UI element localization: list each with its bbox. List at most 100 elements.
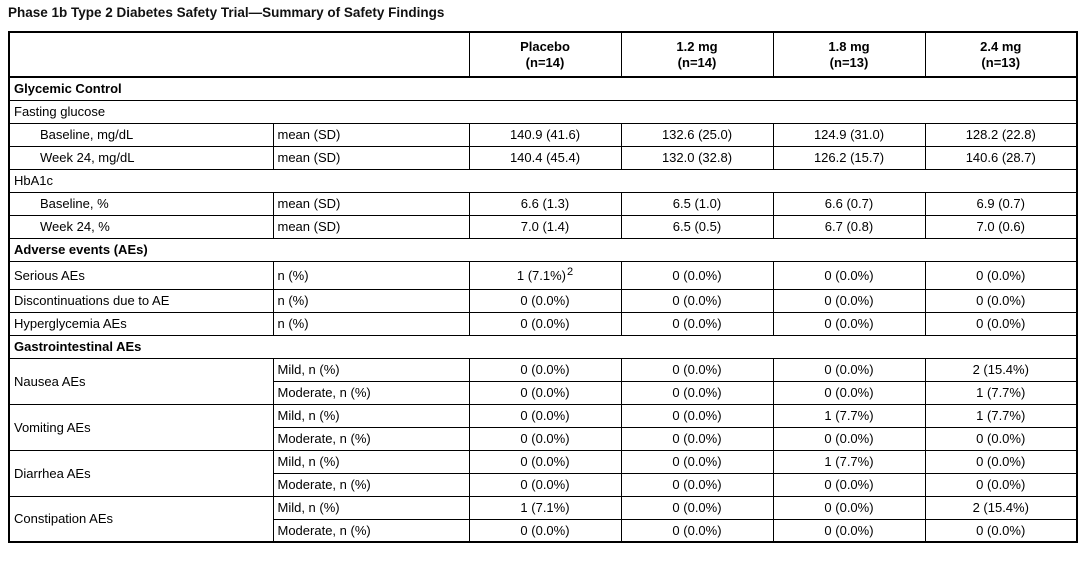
section-label: Adverse events (AEs) (8, 237, 1078, 262)
value-cell: 0 (0.0%) (772, 472, 926, 497)
value-cell: 0 (0.0%) (468, 518, 622, 543)
value-cell: 7.0 (0.6) (924, 214, 1078, 239)
row-label: Week 24, % (8, 214, 274, 239)
value-cell: 0 (0.0%) (620, 426, 774, 451)
value-cell: 0 (0.0%) (924, 260, 1078, 290)
row-label: Week 24, mg/dL (8, 145, 274, 170)
subsection-label: HbA1c (8, 168, 1078, 193)
header-col-n: (n=13) (981, 54, 1021, 70)
stat-label: mean (SD) (272, 191, 470, 216)
value-cell: 6.5 (0.5) (620, 214, 774, 239)
value-cell: 0 (0.0%) (772, 260, 926, 290)
stat-label: mean (SD) (272, 145, 470, 170)
table-row: Baseline, % mean (SD) 6.6 (1.3) 6.5 (1.0) 6.… (8, 191, 1078, 216)
table-body: Glycemic Control Fasting glucose Baseline,… (8, 76, 1078, 543)
header-col-n: (n=14) (525, 54, 565, 70)
row-label: Diarrhea AEs (8, 449, 274, 497)
value-cell: 0 (0.0%) (772, 380, 926, 405)
header-col-1-8mg: 1.8 mg (n=13) (772, 31, 926, 78)
value-cell: 0 (0.0%) (772, 311, 926, 336)
value-cell: 0 (0.0%) (924, 472, 1078, 497)
stat-label: n (%) (272, 311, 470, 336)
document-page: Phase 1b Type 2 Diabetes Safety Trial—Su… (8, 5, 1078, 543)
value-cell: 0 (0.0%) (620, 380, 774, 405)
value-cell: 6.7 (0.8) (772, 214, 926, 239)
value-cell: 2 (15.4%) (924, 495, 1078, 520)
header-col-label: 1.8 mg (828, 38, 870, 54)
stat-label: mean (SD) (272, 122, 470, 147)
value-cell: 1 (7.7%) (924, 380, 1078, 405)
value-cell: 128.2 (22.8) (924, 122, 1078, 147)
value-cell: 132.6 (25.0) (620, 122, 774, 147)
row-label: Baseline, mg/dL (8, 122, 274, 147)
value-cell: 140.4 (45.4) (468, 145, 622, 170)
table-row: Nausea AEs Mild, n (%) 0 (0.0%) 0 (0.0%) 0 (… (8, 357, 1078, 405)
header-col-label: Placebo (520, 38, 570, 54)
value-cell: 0 (0.0%) (620, 260, 774, 290)
section-label: Gastrointestinal AEs (8, 334, 1078, 359)
header-col-label: 2.4 mg (980, 38, 1022, 54)
value-cell: 132.0 (32.8) (620, 145, 774, 170)
stat-label: Mild, n (%) (272, 357, 470, 382)
value-cell: 0 (0.0%) (924, 288, 1078, 313)
value-cell: 0 (0.0%) (772, 426, 926, 451)
stat-label: Moderate, n (%) (272, 426, 470, 451)
header-col-placebo: Placebo (n=14) (468, 31, 622, 78)
value-cell: 0 (0.0%) (468, 311, 622, 336)
value-cell: 0 (0.0%) (620, 449, 774, 474)
table-row: Moderate, n (%) 0 (0.0%) 0 (0.0%) 0 (0.0%) 0… (9, 518, 1078, 543)
value-cell: 126.2 (15.7) (772, 145, 926, 170)
value-cell: 0 (0.0%) (772, 288, 926, 313)
row-label: Constipation AEs (8, 495, 274, 543)
subsection-label: Fasting glucose (8, 99, 1078, 124)
value-cell: 0 (0.0%) (620, 311, 774, 336)
table-row: Moderate, n (%) 0 (0.0%) 0 (0.0%) 0 (0.0%) 1… (9, 380, 1078, 405)
stat-label: mean (SD) (272, 214, 470, 239)
value-cell: 124.9 (31.0) (772, 122, 926, 147)
row-label: Discontinuations due to AE (8, 288, 274, 313)
row-label: Hyperglycemia AEs (8, 311, 274, 336)
value-cell: 7.0 (1.4) (468, 214, 622, 239)
row-label: Vomiting AEs (8, 403, 274, 451)
section-row: Gastrointestinal AEs (8, 334, 1078, 359)
header-col-1-2mg: 1.2 mg (n=14) (620, 31, 774, 78)
stat-label: Moderate, n (%) (272, 472, 470, 497)
value-cell: 0 (0.0%) (468, 380, 622, 405)
row-label: Nausea AEs (8, 357, 274, 405)
value-cell: 0 (0.0%) (620, 518, 774, 543)
value-cell: 0 (0.0%) (468, 449, 622, 474)
table-row: Moderate, n (%) 0 (0.0%) 0 (0.0%) 0 (0.0%) 0… (9, 472, 1078, 497)
value-cell: 0 (0.0%) (772, 518, 926, 543)
value-cell: 0 (0.0%) (620, 472, 774, 497)
stat-label: n (%) (272, 260, 470, 290)
value-cell: 0 (0.0%) (924, 518, 1078, 543)
table-row: Hyperglycemia AEs n (%) 0 (0.0%) 0 (0.0%) 0 … (8, 311, 1078, 336)
subsection-row: Fasting glucose (8, 99, 1078, 124)
table-row: Serious AEs n (%) 1 (7.1%)2 0 (0.0%) 0 (0.0%… (8, 260, 1078, 290)
value-cell: 1 (7.1%)2 (468, 260, 622, 290)
table-row: Week 24, % mean (SD) 7.0 (1.4) 6.5 (0.5) 6.7… (8, 214, 1078, 239)
stat-label: Mild, n (%) (272, 495, 470, 520)
value-cell: 1 (7.7%) (924, 403, 1078, 428)
value-cell: 140.9 (41.6) (468, 122, 622, 147)
table-row: Discontinuations due to AE n (%) 0 (0.0%) 0… (8, 288, 1078, 313)
header-row: Placebo (n=14) 1.2 mg (n=14) 1.8 mg (n=1… (8, 31, 1078, 78)
value-cell: 0 (0.0%) (620, 495, 774, 520)
value-cell: 2 (15.4%) (924, 357, 1078, 382)
value-cell: 0 (0.0%) (468, 472, 622, 497)
value-cell: 6.5 (1.0) (620, 191, 774, 216)
value-cell: 0 (0.0%) (620, 357, 774, 382)
value-cell: 6.9 (0.7) (924, 191, 1078, 216)
value-cell: 0 (0.0%) (924, 311, 1078, 336)
footnote-marker: 2 (567, 265, 574, 278)
value-cell: 0 (0.0%) (468, 403, 622, 428)
table-row: Moderate, n (%) 0 (0.0%) 0 (0.0%) 0 (0.0%) 0… (9, 426, 1078, 451)
value-cell: 0 (0.0%) (620, 403, 774, 428)
value-cell: 0 (0.0%) (468, 357, 622, 382)
safety-findings-table: Placebo (n=14) 1.2 mg (n=14) 1.8 mg (n=1… (8, 31, 1078, 543)
value-cell: 1 (7.7%) (772, 403, 926, 428)
table-row: Diarrhea AEs Mild, n (%) 0 (0.0%) 0 (0.0%) 1… (8, 449, 1078, 497)
value-cell: 0 (0.0%) (924, 426, 1078, 451)
stat-label: n (%) (272, 288, 470, 313)
value-cell: 140.6 (28.7) (924, 145, 1078, 170)
